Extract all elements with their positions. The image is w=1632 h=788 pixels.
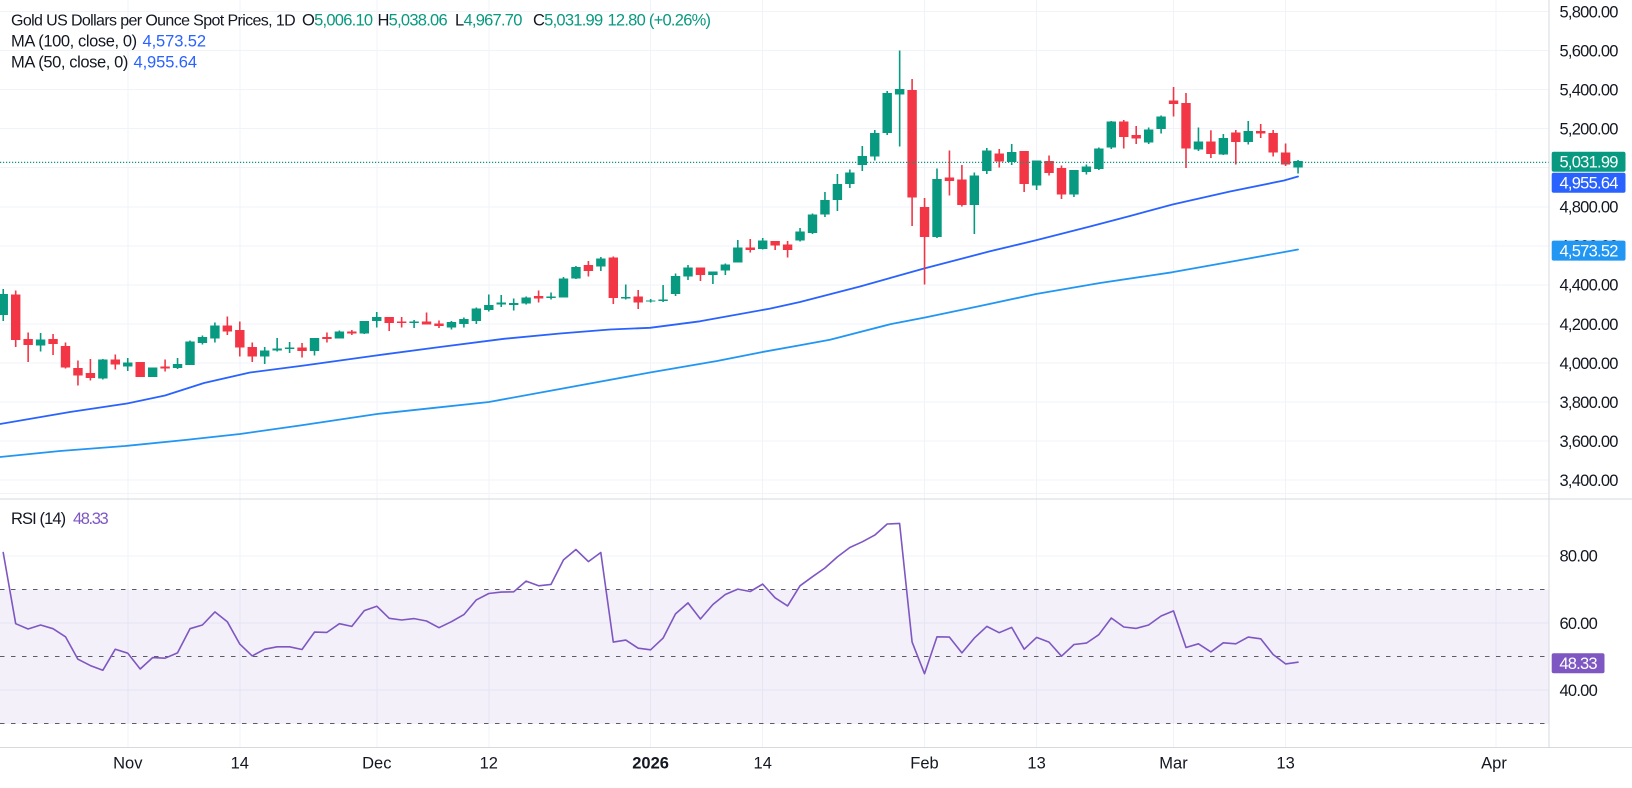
- svg-text:48.33: 48.33: [1559, 655, 1597, 673]
- svg-text:Apr: Apr: [1481, 755, 1507, 773]
- svg-text:O5,006.10: O5,006.10: [302, 12, 373, 30]
- svg-text:C5,031.99: C5,031.99: [533, 12, 603, 30]
- svg-text:48.33: 48.33: [73, 510, 109, 528]
- svg-text:MA (50, close, 0): MA (50, close, 0): [11, 54, 128, 72]
- svg-text:4,000.00: 4,000.00: [1560, 355, 1619, 373]
- svg-text:5,031.99: 5,031.99: [1559, 154, 1618, 172]
- svg-text:4,955.64: 4,955.64: [134, 54, 197, 72]
- svg-text:80.00: 80.00: [1560, 548, 1598, 566]
- svg-text:40.00: 40.00: [1560, 682, 1598, 700]
- svg-text:Gold US Dollars per Ounce Spot: Gold US Dollars per Ounce Spot Prices, 1…: [11, 13, 295, 30]
- svg-text:H5,038.06: H5,038.06: [378, 12, 448, 30]
- svg-text:14: 14: [231, 755, 249, 773]
- svg-text:2026: 2026: [632, 755, 669, 773]
- svg-text:60.00: 60.00: [1560, 615, 1598, 633]
- svg-text:5,400.00: 5,400.00: [1560, 81, 1619, 99]
- svg-text:14: 14: [754, 755, 772, 773]
- svg-text:4,955.64: 4,955.64: [1559, 175, 1618, 193]
- svg-text:Dec: Dec: [362, 755, 391, 773]
- svg-text:L4,967.70: L4,967.70: [455, 12, 522, 30]
- svg-text:4,800.00: 4,800.00: [1560, 199, 1619, 217]
- svg-text:3,600.00: 3,600.00: [1560, 433, 1619, 451]
- svg-text:3,800.00: 3,800.00: [1560, 394, 1619, 412]
- svg-text:Feb: Feb: [910, 755, 938, 773]
- svg-text:RSI (14): RSI (14): [11, 510, 66, 528]
- svg-text:3,400.00: 3,400.00: [1560, 472, 1619, 490]
- svg-text:4,400.00: 4,400.00: [1560, 277, 1619, 295]
- svg-text:4,573.52: 4,573.52: [1559, 242, 1618, 260]
- svg-text:5,600.00: 5,600.00: [1560, 42, 1619, 60]
- svg-text:4,200.00: 4,200.00: [1560, 316, 1619, 334]
- svg-text:13: 13: [1027, 755, 1045, 773]
- svg-text:13: 13: [1276, 755, 1294, 773]
- svg-text:12: 12: [480, 755, 498, 773]
- svg-text:5,800.00: 5,800.00: [1560, 3, 1619, 21]
- svg-text:Mar: Mar: [1159, 755, 1188, 773]
- svg-text:Nov: Nov: [113, 755, 143, 773]
- svg-text:12.80 (+0.26%): 12.80 (+0.26%): [608, 12, 711, 30]
- svg-text:MA (100, close, 0): MA (100, close, 0): [11, 33, 137, 51]
- svg-text:4,573.52: 4,573.52: [143, 33, 206, 51]
- svg-text:5,200.00: 5,200.00: [1560, 121, 1619, 139]
